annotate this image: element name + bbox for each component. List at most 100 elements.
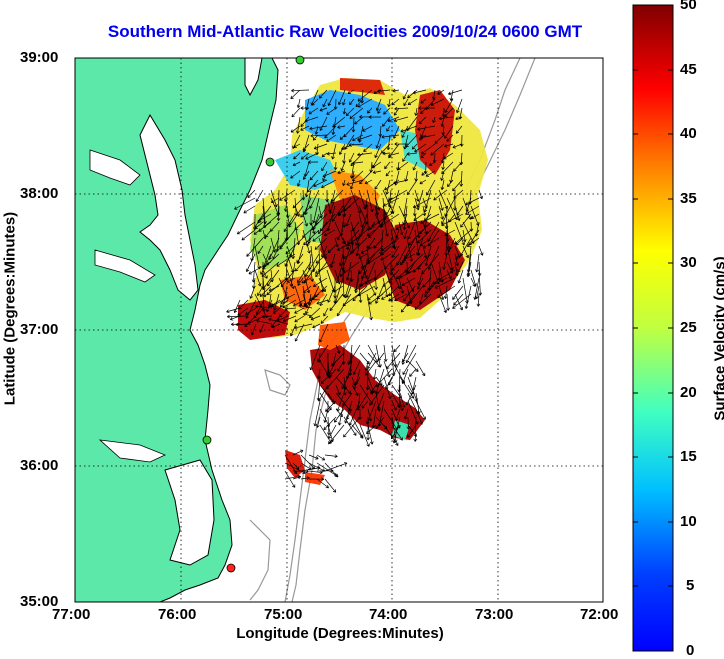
velocity-arrow (294, 315, 305, 323)
velocity-arrow (414, 189, 420, 202)
velocity-arrow (354, 277, 360, 291)
velocity-arrow (382, 269, 400, 287)
velocity-arrow (315, 253, 328, 264)
velocity-arrow (438, 205, 444, 220)
velocity-arrow (394, 106, 409, 111)
velocity-arrow (420, 143, 436, 155)
velocity-arrow (436, 285, 456, 299)
velocity-arrow (355, 245, 360, 257)
velocity-arrow (394, 293, 408, 302)
velocity-arrow (455, 116, 463, 121)
velocity-arrow (418, 116, 427, 125)
velocity-arrow (342, 179, 346, 187)
velocity-arrow (328, 197, 336, 214)
velocity-arrow (392, 88, 400, 93)
velocity-arrow (394, 142, 409, 146)
velocity-arrow (342, 392, 353, 407)
velocity-arrow (462, 245, 470, 259)
velocity-arrow (360, 269, 368, 279)
velocity-arrow (360, 253, 384, 269)
velocity-arrow (303, 261, 320, 284)
velocity-arrow (393, 179, 409, 185)
velocity-arrow (331, 143, 337, 160)
velocity-arrow (424, 245, 432, 267)
velocity-arrow (324, 125, 337, 139)
velocity-arrow (432, 116, 436, 124)
velocity-arrow (459, 134, 464, 147)
velocity-arrow (313, 143, 328, 150)
velocity-arrow (364, 360, 369, 371)
velocity-arrow (430, 143, 445, 156)
velocity-arrow (401, 368, 409, 385)
x-tick: 72:00 (580, 606, 619, 623)
velocity-arrow (294, 221, 304, 231)
velocity-arrow (449, 237, 456, 250)
velocity-arrow (444, 143, 454, 148)
velocity-arrow (415, 400, 426, 420)
velocity-arrow (335, 261, 344, 284)
velocity-arrow (302, 170, 310, 180)
velocity-arrow (343, 197, 360, 212)
velocity-arrow (385, 170, 391, 177)
velocity-arrow (373, 237, 384, 249)
velocity-arrow (310, 269, 314, 282)
velocity-arrow (352, 221, 360, 232)
velocity-arrow (449, 89, 454, 101)
velocity-arrow (455, 253, 464, 260)
velocity-arrow (344, 400, 353, 424)
velocity-arrow (323, 416, 337, 431)
velocity-arrow (259, 285, 272, 297)
velocity-arrow (441, 161, 454, 175)
velocity-arrow (308, 297, 321, 302)
velocity-arrow (399, 392, 406, 408)
velocity-arrow (302, 229, 311, 254)
velocity-arrow (347, 229, 368, 247)
velocity-arrow (325, 400, 337, 412)
velocity-arrow (383, 360, 391, 378)
velocity-arrow (336, 392, 345, 412)
velocity-arrow (398, 221, 404, 236)
velocity-arrow (285, 237, 304, 255)
velocity-arrow (478, 189, 483, 200)
velocity-arrow (362, 125, 373, 132)
velocity-arrow (249, 285, 256, 299)
velocity-arrow (379, 213, 400, 227)
velocity-arrow (309, 189, 320, 209)
velocity-arrow (345, 213, 352, 227)
velocity-arrow (359, 170, 373, 185)
velocity-arrow (316, 344, 329, 362)
velocity-arrow (284, 470, 296, 488)
velocity-arrow (357, 152, 373, 157)
velocity-arrow (366, 245, 384, 262)
velocity-arrow (388, 152, 400, 157)
velocity-arrow (423, 189, 432, 213)
velocity-arrow (357, 98, 373, 108)
velocity-arrow (346, 408, 353, 420)
velocity-arrow (350, 189, 361, 214)
chesapeake-bay (139, 113, 199, 301)
velocity-arrow (324, 462, 348, 472)
velocity-arrow (357, 134, 373, 142)
velocity-arrow (254, 221, 264, 230)
velocity-arrow (304, 253, 320, 277)
velocity-arrow (306, 179, 319, 193)
velocity-arrow (380, 253, 392, 261)
velocity-arrow (267, 269, 280, 287)
velocity-arrow (342, 107, 347, 115)
velocity-arrow (319, 323, 329, 343)
velocity-arrow (282, 299, 297, 309)
velocity-arrow (226, 307, 241, 314)
velocity-arrow (444, 125, 454, 139)
velocity-arrow (372, 368, 377, 380)
velocity-arrow (416, 237, 424, 256)
velocity-arrow (407, 89, 418, 99)
velocity-arrow (311, 98, 319, 106)
velocity-arrow (352, 134, 364, 142)
velocity-arrow (276, 253, 296, 267)
site-marker (226, 563, 236, 573)
velocity-arrow (360, 245, 376, 254)
velocity-arrow (289, 261, 296, 287)
velocity-arrow (308, 107, 319, 115)
velocity-arrow (284, 245, 296, 267)
